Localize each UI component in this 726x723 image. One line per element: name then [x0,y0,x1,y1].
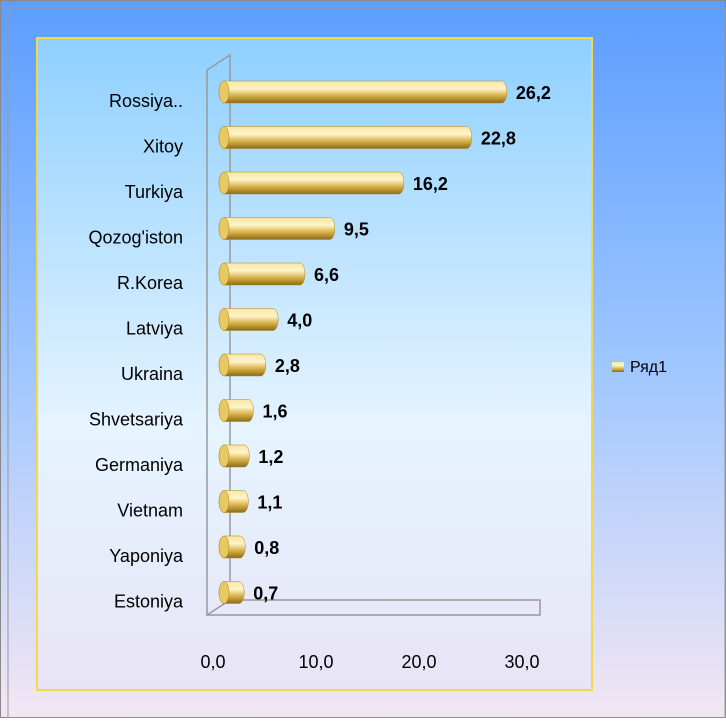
x-tick-label: 0,0 [200,652,225,672]
y-tick-label: Xitoy [143,136,183,156]
bar-cap [218,581,230,604]
y-tick-label: Yaponiya [109,546,184,566]
value-label: 22,8 [481,128,516,148]
bar-cap [218,308,230,331]
y-tick-label: Latviya [126,318,184,338]
y-tick-label: Estoniya [114,591,184,611]
x-tick-label: 30,0 [504,652,539,672]
bar [218,171,405,195]
value-label: 4,0 [287,310,312,330]
y-tick-label: Ukraina [121,364,184,384]
x-tick-label: 10,0 [298,652,333,672]
value-label: 1,6 [262,401,287,421]
value-label: 9,5 [344,219,369,239]
bar-cap [218,490,230,513]
value-label: 0,8 [254,538,279,558]
bar [218,217,336,240]
y-tick-label: R.Korea [117,273,184,293]
bar-cap [218,535,230,559]
value-label: 1,2 [258,447,283,467]
bar-cap [218,262,230,286]
x-tick-label: 20,0 [401,652,436,672]
bar-cap [218,217,230,240]
value-label: 1,1 [257,492,282,512]
bar-cap [218,171,230,195]
y-tick-label: Shvetsariya [89,409,184,429]
value-label: 2,8 [275,356,300,376]
bar-cap [218,126,230,149]
legend-label: Ряд1 [630,359,667,376]
value-label: 16,2 [413,174,448,194]
bar-cap [218,444,230,468]
bar-cap [218,399,230,422]
y-tick-label: Qozog'iston [89,227,184,247]
y-tick-label: Turkiya [125,182,184,202]
value-label: 6,6 [314,265,339,285]
value-label: 0,7 [253,583,278,603]
bar [218,126,473,149]
y-tick-label: Germaniya [95,455,184,475]
y-tick-label: Vietnam [117,500,183,520]
legend-swatch [612,362,624,372]
bar-cap [218,353,230,377]
value-label: 26,2 [516,83,551,103]
bar [218,262,306,286]
bar-cap [218,80,230,104]
bar [218,80,508,104]
y-tick-label: Rossiya.. [109,91,183,111]
